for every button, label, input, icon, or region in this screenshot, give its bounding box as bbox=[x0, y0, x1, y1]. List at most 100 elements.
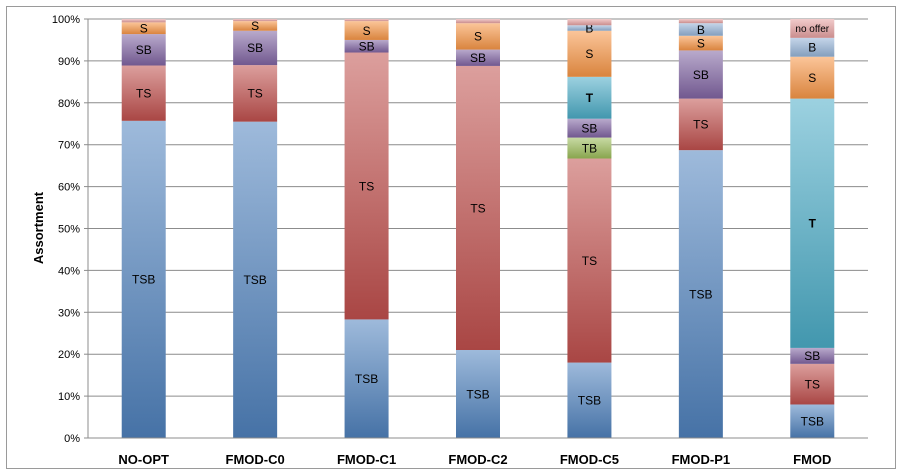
x-tick-label: FMOD-C1 bbox=[337, 452, 396, 467]
bar-fmod-p1: TSB TS SB SB bbox=[678, 19, 723, 438]
axes: 0% 10% 20% 30% 40% 50% 60% 70% 80% 90% 100% NO-OPT F… bbox=[52, 14, 868, 467]
segment-label: SB bbox=[136, 43, 152, 57]
segment-label: TSB bbox=[132, 273, 155, 287]
segment-label: SB bbox=[581, 121, 597, 135]
bar-segment-s bbox=[233, 21, 278, 31]
y-tick-label: 20% bbox=[58, 349, 80, 361]
segment-label: S bbox=[363, 24, 371, 38]
segment-label: SB bbox=[359, 40, 375, 54]
x-tick-label: FMOD-P1 bbox=[672, 452, 731, 467]
y-tick-label: 100% bbox=[52, 14, 80, 26]
bar-segment-tsb bbox=[233, 121, 278, 438]
chart-frame bbox=[6, 6, 896, 469]
bar-segment-ts bbox=[567, 158, 612, 363]
segment-label: B bbox=[585, 21, 593, 35]
bar-segment-b bbox=[567, 25, 612, 31]
bar-segment-tsb bbox=[121, 120, 166, 438]
bar-segment-s bbox=[456, 23, 500, 50]
bar-segment-sb bbox=[344, 39, 389, 53]
bar-segment-s bbox=[567, 30, 612, 77]
segment-label: TSB bbox=[466, 387, 489, 401]
y-tick-label: 90% bbox=[58, 56, 80, 68]
bar-segment-s bbox=[678, 35, 723, 51]
bar-segment-t bbox=[567, 76, 612, 119]
segment-label: S bbox=[585, 47, 593, 61]
segment-label: S bbox=[140, 22, 148, 36]
bar-segment-ts bbox=[121, 65, 166, 121]
bar-segment-tsb bbox=[344, 319, 389, 438]
bar-segment-sb bbox=[456, 49, 500, 66]
segment-label: TS bbox=[247, 87, 262, 101]
y-tick-label: 0% bbox=[64, 433, 80, 445]
segment-label: TSB bbox=[243, 273, 266, 287]
bar-segment-tsb bbox=[678, 150, 723, 438]
segment-label: SB bbox=[693, 68, 709, 82]
bar-segment-tb bbox=[567, 137, 612, 159]
bar-segment-sb bbox=[790, 347, 835, 364]
bar-segment-s bbox=[121, 22, 166, 35]
segment-label: TS bbox=[693, 118, 708, 132]
segment-label: B bbox=[808, 41, 816, 55]
y-tick-label: 30% bbox=[58, 307, 80, 319]
segment-label: T bbox=[586, 91, 594, 105]
segment-label: no offer bbox=[795, 24, 829, 35]
segment-label: T bbox=[809, 217, 817, 231]
x-tick-label: FMOD-C5 bbox=[560, 452, 619, 467]
bar-segment-ts bbox=[233, 65, 278, 122]
bar-segment-no-offer bbox=[790, 19, 835, 38]
bar-segment-b bbox=[790, 37, 835, 57]
bar-segment bbox=[344, 19, 389, 22]
bar-segment-sb bbox=[233, 30, 278, 66]
bar-fmod-c2: TSB TS SB S bbox=[456, 19, 500, 438]
y-tick-label: 70% bbox=[58, 140, 80, 152]
bar-segment bbox=[121, 19, 166, 23]
bar-fmod-c0: TSB TS SB S bbox=[233, 19, 278, 438]
bar-segment-b bbox=[678, 23, 723, 36]
y-tick-label: 10% bbox=[58, 391, 80, 403]
bar-segment bbox=[678, 19, 723, 24]
bar-segment-ts bbox=[344, 52, 389, 320]
bar-segment-tsb bbox=[567, 362, 612, 438]
bar-segment-s bbox=[344, 21, 389, 40]
bar-segment-tsb bbox=[456, 350, 500, 438]
segment-label: SB bbox=[470, 51, 486, 65]
segment-label: TSB bbox=[689, 287, 712, 301]
segment-label: TS bbox=[805, 377, 820, 391]
segment-label: B bbox=[697, 23, 705, 37]
segment-label: TS bbox=[136, 86, 151, 100]
x-tick-label: FMOD bbox=[793, 452, 831, 467]
x-tick-label: FMOD-C0 bbox=[226, 452, 285, 467]
bar-segment-sb bbox=[121, 34, 166, 66]
y-tick-label: 80% bbox=[58, 98, 80, 110]
bar-segment-s bbox=[790, 56, 835, 99]
segment-label: TSB bbox=[355, 372, 378, 386]
segment-label: TSB bbox=[801, 415, 824, 429]
x-tick-label: FMOD-C2 bbox=[448, 452, 507, 467]
x-tick-label: NO-OPT bbox=[118, 452, 169, 467]
segment-label: TSB bbox=[578, 394, 601, 408]
bar-segment bbox=[233, 19, 278, 22]
bar-segment-ts bbox=[790, 363, 835, 405]
bar-series: TSBTSSBSTSBTSSBSTSBTSSBSTSBTSSBSTSBTSTBS… bbox=[121, 19, 835, 438]
y-tick-label: 60% bbox=[58, 182, 80, 194]
bar-segment bbox=[456, 19, 500, 24]
segment-label: TS bbox=[359, 179, 374, 193]
bar-segment-ts bbox=[678, 98, 723, 151]
segment-label: S bbox=[251, 19, 259, 33]
bar-segment-t bbox=[790, 98, 835, 348]
bar-segment-sb bbox=[567, 118, 612, 138]
segment-label: S bbox=[474, 30, 482, 44]
segment-label: SB bbox=[804, 349, 820, 363]
bar-segment-ts bbox=[456, 65, 500, 351]
bar-fmod-c1: TSB TS SB S bbox=[344, 19, 389, 438]
y-axis-label: Assortment bbox=[31, 191, 46, 264]
segment-label: SB bbox=[247, 41, 263, 55]
bar-no-opt: TSB TS SB S bbox=[121, 19, 166, 438]
segment-label: S bbox=[697, 36, 705, 50]
y-tick-label: 50% bbox=[58, 224, 80, 236]
y-tick-label: 40% bbox=[58, 265, 80, 277]
segment-label: S bbox=[808, 71, 816, 85]
